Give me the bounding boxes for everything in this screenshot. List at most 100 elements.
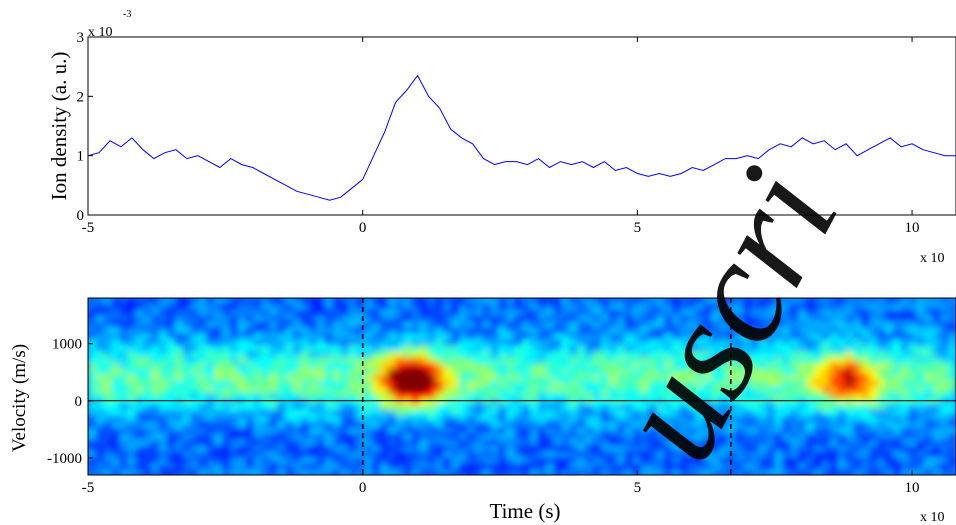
heatmap-cell xyxy=(387,445,397,452)
heatmap-cell xyxy=(853,309,862,317)
heatmap-cell xyxy=(577,321,586,329)
heatmap-cell xyxy=(908,421,918,429)
heatmap-cell xyxy=(466,374,476,382)
heatmap-cell xyxy=(403,321,413,329)
heatmap-cell xyxy=(695,433,705,441)
heatmap-cell xyxy=(806,451,815,458)
heatmap-cell xyxy=(687,362,697,370)
heatmap-cell xyxy=(711,298,720,305)
heatmap-cell xyxy=(174,380,184,388)
heatmap-cell xyxy=(537,433,547,441)
heatmap-cell xyxy=(932,333,941,340)
heatmap-cell xyxy=(750,327,760,334)
heatmap-cell xyxy=(821,451,831,458)
heatmap-cell xyxy=(940,374,949,382)
heatmap-cell xyxy=(829,463,839,470)
heatmap-cell xyxy=(900,392,910,399)
heatmap-cell xyxy=(387,439,397,447)
heatmap-cell xyxy=(569,368,578,376)
heatmap-cell xyxy=(379,345,389,352)
heatmap-cell xyxy=(269,410,278,417)
heatmap-cell xyxy=(364,439,373,447)
heatmap-cell xyxy=(695,303,705,311)
heatmap-cell xyxy=(537,298,547,305)
heatmap-cell xyxy=(537,374,547,382)
heatmap-cell xyxy=(813,416,823,423)
heatmap-cell xyxy=(261,386,271,393)
heatmap-cell xyxy=(877,357,886,364)
heatmap-cell xyxy=(529,404,539,411)
heatmap-cell xyxy=(806,445,815,452)
heatmap-cell xyxy=(159,368,168,376)
heatmap-cell xyxy=(174,374,184,382)
heatmap-cell xyxy=(151,321,160,329)
heatmap-cell xyxy=(450,463,460,470)
heatmap-cell xyxy=(522,404,531,411)
heatmap-cell xyxy=(892,351,902,358)
heatmap-cell xyxy=(616,463,626,470)
heatmap-cell xyxy=(600,451,610,458)
heatmap-cell xyxy=(427,398,436,405)
heatmap-cell xyxy=(458,404,468,411)
heatmap-cell xyxy=(340,439,349,447)
heatmap-cell xyxy=(742,351,752,358)
heatmap-cell xyxy=(395,362,405,370)
heatmap-cell xyxy=(364,445,373,452)
heatmap-cell xyxy=(166,309,176,317)
heatmap-cell xyxy=(316,451,326,458)
heatmap-cell xyxy=(577,386,586,393)
heatmap-cell xyxy=(813,433,823,441)
heatmap-cell xyxy=(419,362,428,370)
heatmap-cell xyxy=(466,433,476,441)
heatmap-cell xyxy=(166,327,176,334)
heatmap-cell xyxy=(316,463,326,470)
heatmap-cell xyxy=(285,327,294,334)
heatmap-cell xyxy=(466,445,476,452)
heatmap-cell xyxy=(466,469,476,475)
heatmap-cell xyxy=(624,333,634,340)
heatmap-cell xyxy=(119,457,129,464)
heatmap-cell xyxy=(506,374,515,382)
heatmap-cell xyxy=(474,303,484,311)
heatmap-cell xyxy=(900,410,910,417)
heatmap-cell xyxy=(230,339,239,346)
heatmap-cell xyxy=(316,298,326,305)
heatmap-cell xyxy=(687,374,697,382)
heatmap-cell xyxy=(648,333,657,340)
heatmap-cell xyxy=(679,351,689,358)
heatmap-cell xyxy=(364,469,373,475)
heatmap-cell xyxy=(727,392,736,399)
heatmap-cell xyxy=(569,392,578,399)
heatmap-cell xyxy=(127,309,136,317)
heatmap-cell xyxy=(679,392,689,399)
heatmap-cell xyxy=(443,398,452,405)
heatmap-cell xyxy=(237,404,247,411)
heatmap-cell xyxy=(861,469,870,475)
heatmap-cell xyxy=(348,327,357,334)
bottom-x-tick-label: 10 xyxy=(905,480,920,496)
heatmap-cell xyxy=(600,374,610,382)
heatmap-cell xyxy=(332,374,342,382)
heatmap-cell xyxy=(111,427,121,435)
heatmap-cell xyxy=(727,362,736,370)
heatmap-cell xyxy=(719,404,728,411)
heatmap-cell xyxy=(214,362,223,370)
heatmap-cell xyxy=(395,439,405,447)
heatmap-cell xyxy=(245,333,255,340)
heatmap-cell xyxy=(364,357,373,364)
heatmap-cell xyxy=(135,345,144,352)
heatmap-cell xyxy=(758,327,768,334)
heatmap-cell xyxy=(166,298,176,305)
heatmap-cell xyxy=(482,416,492,423)
heatmap-cell xyxy=(774,321,783,329)
heatmap-cell xyxy=(648,404,657,411)
heatmap-cell xyxy=(632,421,641,429)
heatmap-cell xyxy=(608,327,618,334)
heatmap-cell xyxy=(387,362,397,370)
heatmap-cell xyxy=(806,351,815,358)
heatmap-cell xyxy=(151,392,160,399)
heatmap-cell xyxy=(711,404,720,411)
heatmap-cell xyxy=(861,416,870,423)
heatmap-cell xyxy=(198,315,207,323)
heatmap-cell xyxy=(900,439,910,447)
